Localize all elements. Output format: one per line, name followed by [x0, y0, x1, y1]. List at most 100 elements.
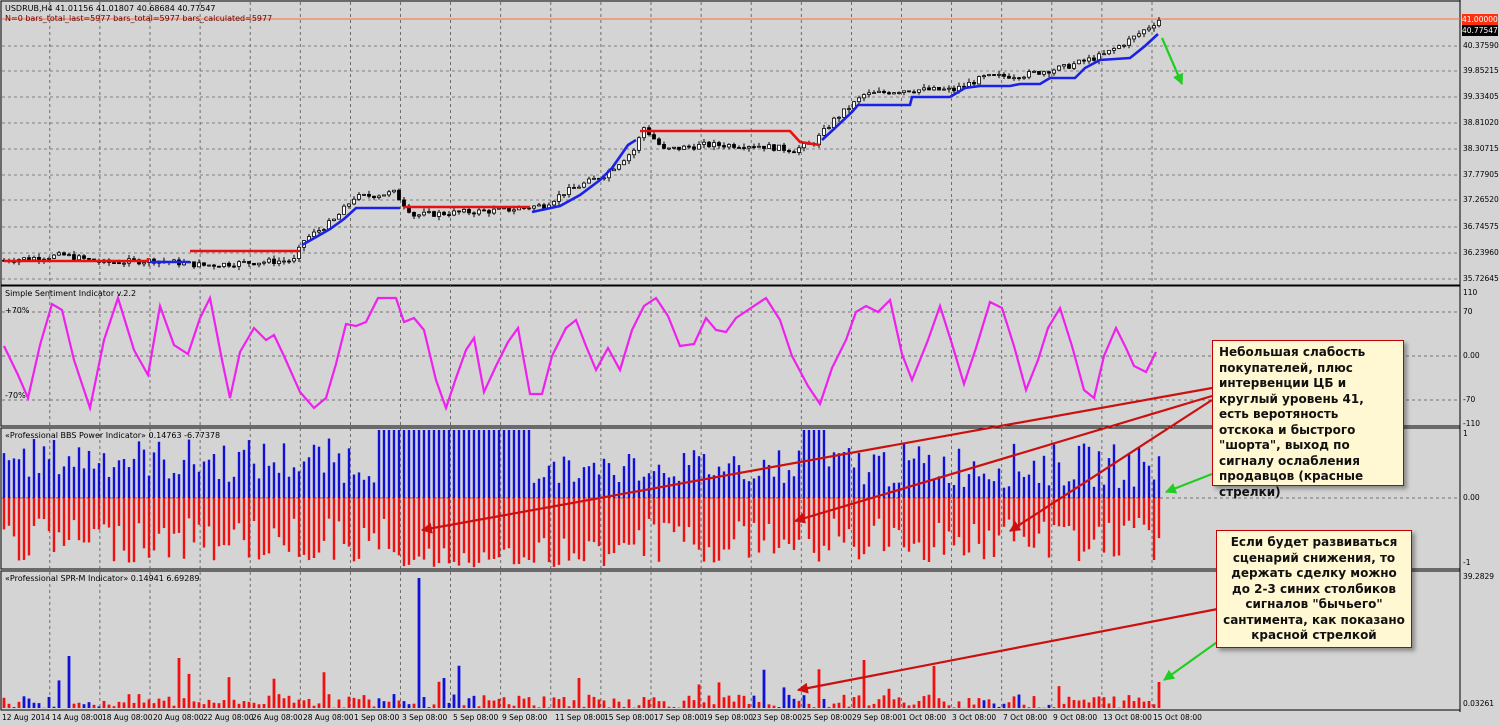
- candle-body: [837, 116, 841, 119]
- candle-body: [1112, 48, 1116, 51]
- candle-body: [677, 146, 681, 150]
- candle-body: [752, 146, 756, 148]
- price-axis-label: 38.81020: [1463, 118, 1499, 127]
- candle-body: [977, 76, 981, 85]
- candle-body: [57, 252, 61, 256]
- candle-body: [262, 261, 266, 264]
- candle-body: [322, 229, 326, 231]
- candle-body: [132, 258, 136, 261]
- annotation-note-hold-trade: Если будет развиваться сценарий снижения…: [1216, 530, 1412, 648]
- candle-body: [472, 212, 476, 215]
- bull-trend-line: [821, 33, 1159, 141]
- candle-body: [257, 262, 261, 266]
- chart-title: USDRUB,H4 41.01156 41.01807 40.68684 40.…: [5, 4, 216, 13]
- candle-body: [912, 91, 916, 94]
- candle-body: [562, 194, 566, 197]
- sentiment-line: [3, 294, 1157, 413]
- candle-body: [722, 145, 726, 148]
- candle-body: [47, 257, 51, 260]
- candle-body: [802, 143, 806, 149]
- candle-body: [887, 92, 891, 95]
- candle-body: [632, 149, 636, 156]
- candle-body: [777, 144, 781, 151]
- candle-body: [592, 177, 596, 180]
- spr-axis-label: 39.2829: [1463, 572, 1495, 581]
- sentiment-axis-label: 0.00: [1463, 351, 1480, 360]
- time-axis-label: 29 Sep 08:00: [852, 713, 903, 722]
- candle-body: [1127, 38, 1131, 46]
- sentiment-lower-level-label: -70%: [5, 391, 26, 400]
- candle-body: [667, 147, 671, 150]
- candle-body: [1142, 29, 1146, 35]
- price-axis-label: 36.23960: [1463, 248, 1499, 257]
- bear-trend-line: [640, 129, 821, 147]
- price-axis-label: 37.77905: [1463, 170, 1499, 179]
- time-axis-label: 18 Aug 08:00: [102, 713, 153, 722]
- candle-body: [1092, 57, 1096, 61]
- candle-body: [762, 145, 766, 149]
- candle-body: [672, 146, 676, 149]
- candle-body: [387, 191, 391, 196]
- chart-subtitle: N=0 bars_total_last=5977 bars_total=5977…: [5, 14, 273, 23]
- candle-body: [1067, 64, 1071, 69]
- time-axis-label: 13 Oct 08:00: [1103, 713, 1152, 722]
- candle-body: [342, 205, 346, 215]
- candle-body: [882, 90, 886, 93]
- candle-body: [1032, 70, 1036, 73]
- candle-body: [277, 260, 281, 264]
- time-axis-label: 23 Sep 08:00: [752, 713, 803, 722]
- candle-body: [992, 74, 996, 76]
- candle-body: [997, 73, 1001, 76]
- candle-body: [542, 204, 546, 209]
- candle-body: [467, 208, 471, 214]
- candle-body: [267, 258, 271, 263]
- time-axis-label: 9 Oct 08:00: [1053, 713, 1098, 722]
- annotation-note-sellers: Небольшая слабость покупателей, плюс инт…: [1212, 340, 1404, 499]
- candle-body: [217, 265, 221, 268]
- candle-body: [767, 144, 771, 149]
- candle-body: [367, 193, 371, 197]
- time-axis-label: 7 Oct 08:00: [1003, 713, 1048, 722]
- candle-body: [1147, 27, 1151, 31]
- bear-trend-line: [4, 258, 150, 263]
- candle-body: [82, 255, 86, 259]
- candle-body: [1077, 59, 1081, 65]
- time-axis-label: 12 Aug 2014: [2, 713, 51, 722]
- candle-body: [737, 147, 741, 149]
- candle-body: [1122, 44, 1126, 47]
- time-axis-label: 3 Sep 08:00: [402, 713, 448, 722]
- time-axis-label: 9 Sep 08:00: [502, 713, 548, 722]
- power-axis-label: 1: [1463, 429, 1468, 438]
- candle-body: [657, 138, 661, 145]
- time-axis-label: 1 Sep 08:00: [354, 713, 400, 722]
- candle-body: [582, 182, 586, 188]
- candle-body: [537, 204, 541, 207]
- candle-body: [1007, 75, 1011, 79]
- candle-body: [112, 262, 116, 264]
- candle-body: [552, 200, 556, 206]
- time-axis-label: 26 Aug 08:00: [252, 713, 303, 722]
- candle-body: [1072, 63, 1076, 69]
- candle-body: [67, 254, 71, 256]
- candle-body: [797, 147, 801, 153]
- candle-body: [1062, 64, 1066, 67]
- candle-body: [452, 210, 456, 216]
- candle-body: [842, 108, 846, 118]
- candle-body: [397, 189, 401, 201]
- candle-body: [337, 213, 341, 220]
- price-axis-label: 39.33405: [1463, 92, 1499, 101]
- candle-body: [532, 205, 536, 209]
- candle-body: [627, 154, 631, 162]
- candle-body: [612, 168, 616, 172]
- candle-body: [437, 211, 441, 217]
- sentiment-pane-title: Simple Sentiment Indicator v.2.2: [5, 289, 137, 298]
- level-price-tag: 41.00000: [1462, 14, 1498, 25]
- candle-body: [577, 186, 581, 189]
- candle-body: [212, 264, 216, 267]
- candle-body: [232, 265, 236, 268]
- candle-body: [782, 144, 786, 151]
- candle-body: [357, 194, 361, 200]
- candle-body: [557, 194, 561, 202]
- candle-body: [52, 254, 56, 259]
